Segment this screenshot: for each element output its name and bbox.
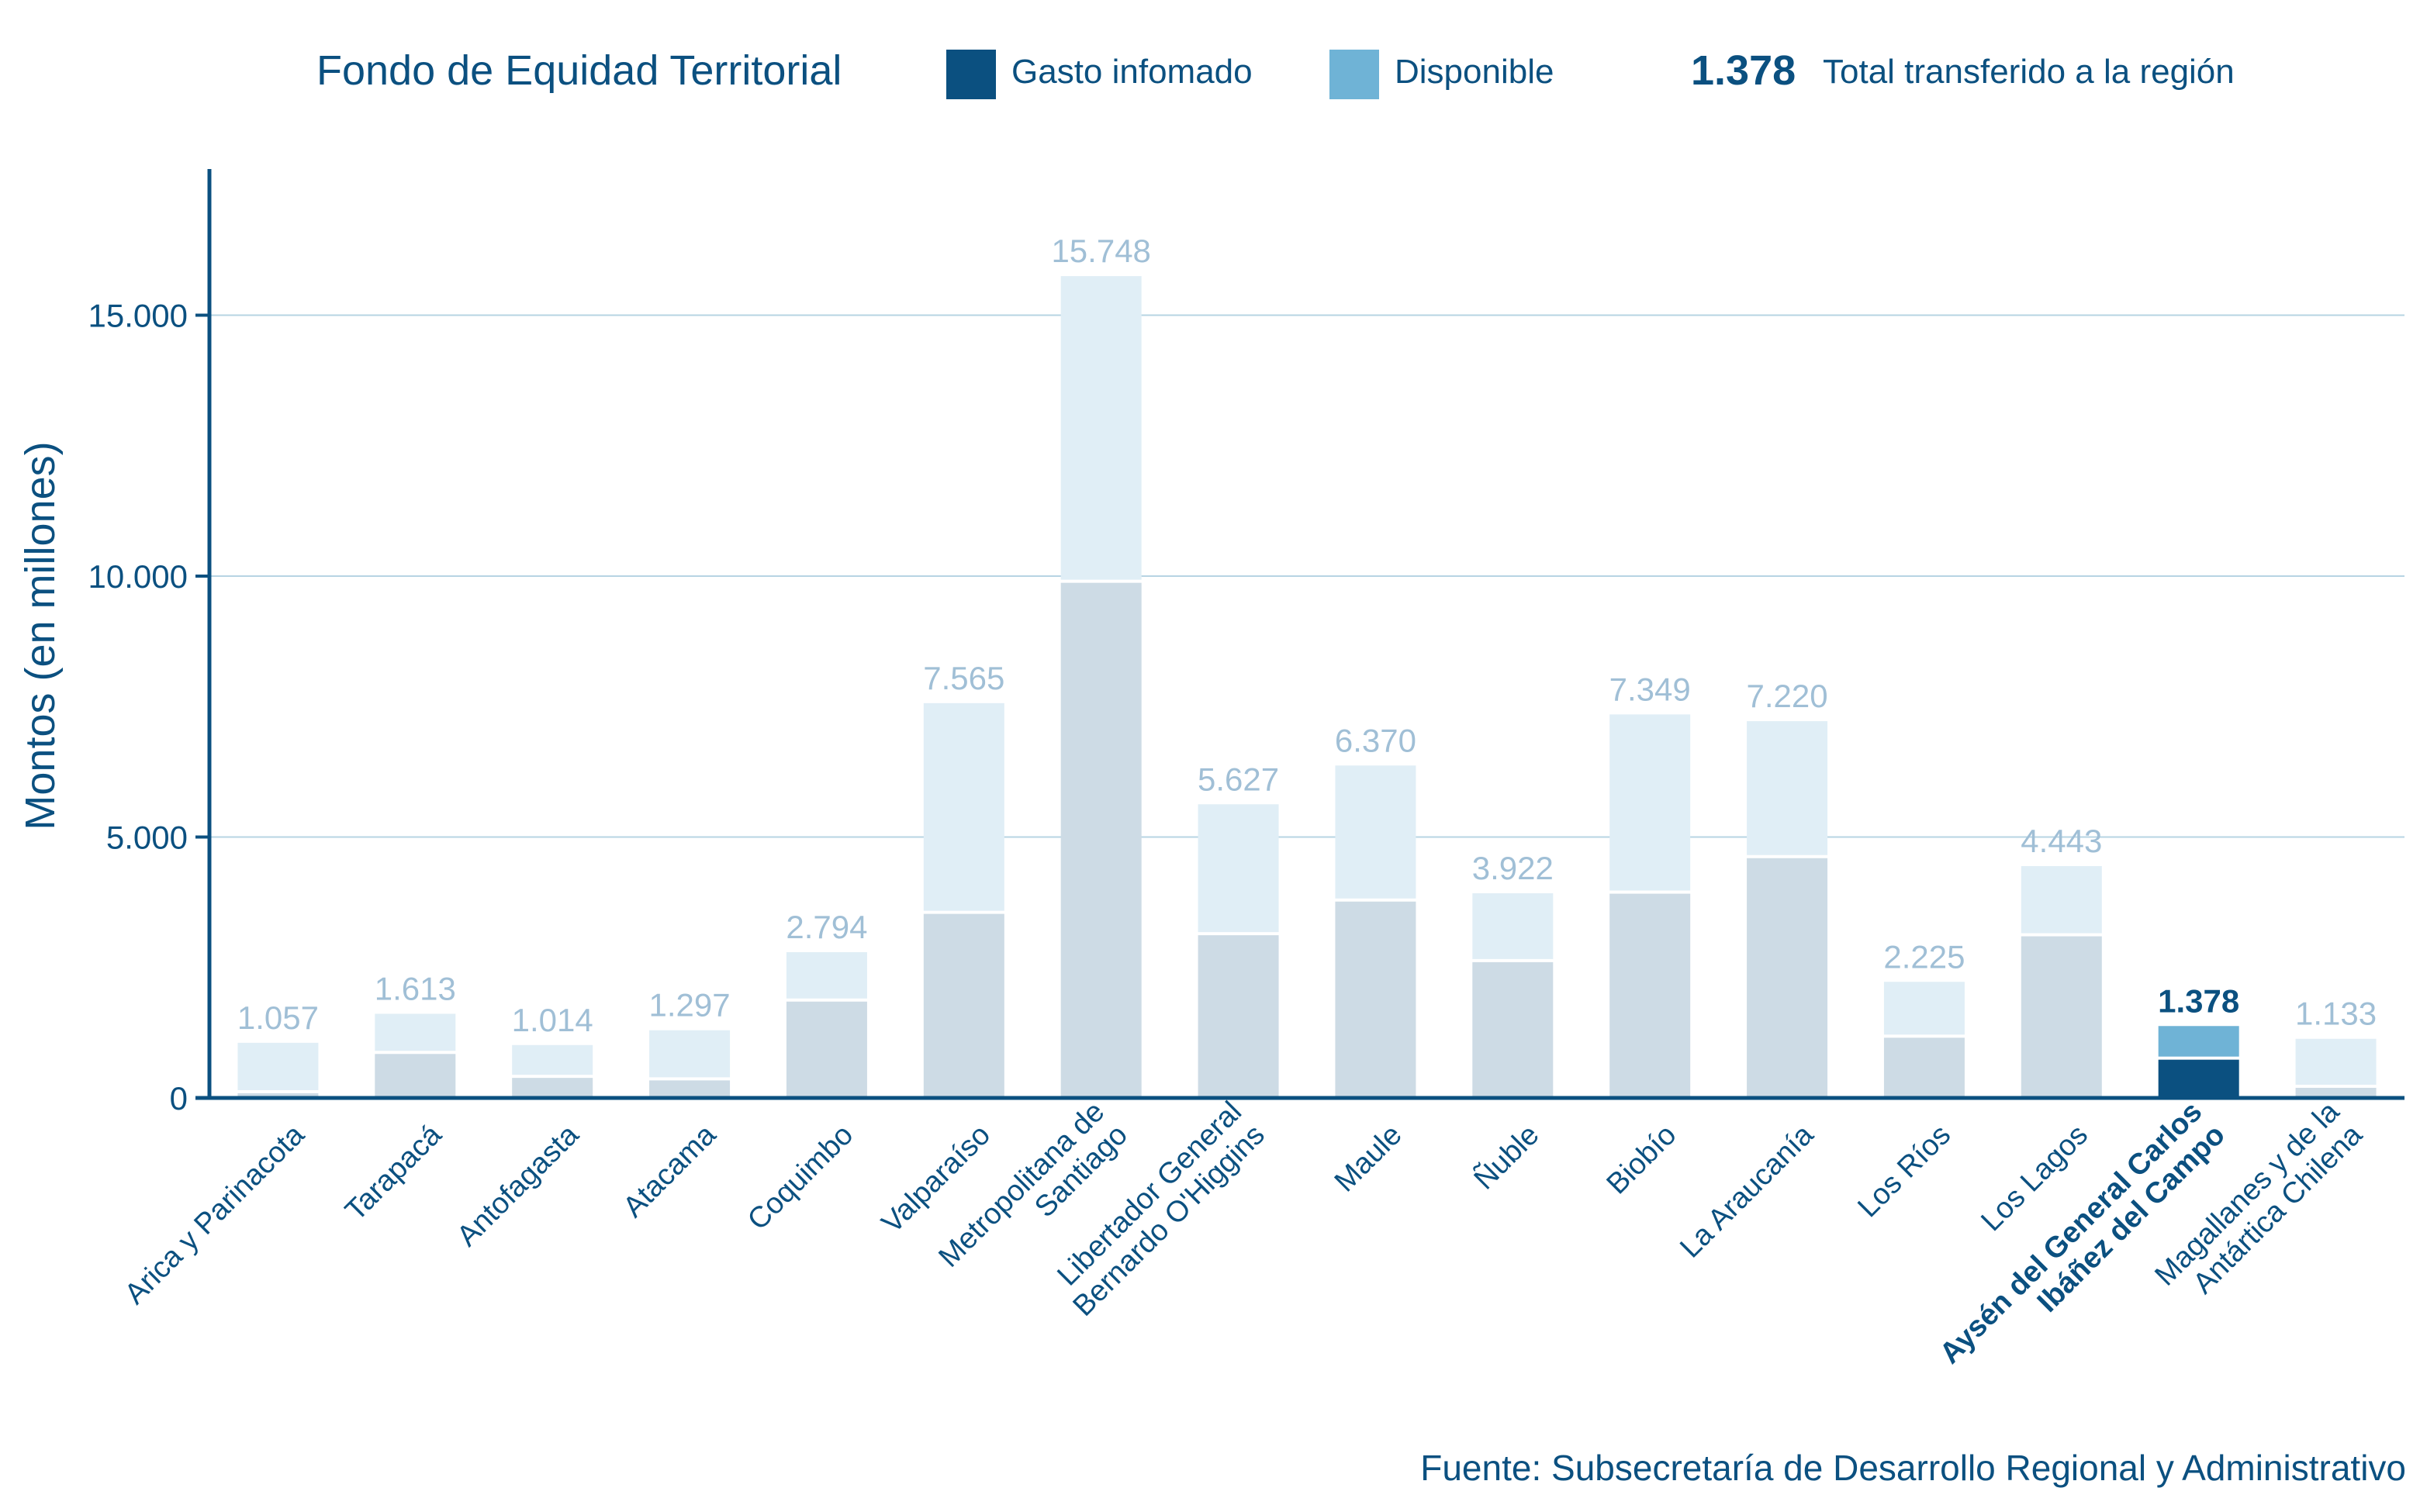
data-label-total: 1.057 bbox=[237, 999, 319, 1036]
data-label-total: 1.613 bbox=[375, 970, 456, 1006]
legend: Fondo de Equidad Territorial Gasto infom… bbox=[0, 40, 2420, 110]
bar-available bbox=[1472, 893, 1554, 959]
bar-available bbox=[786, 951, 867, 999]
y-tick-label: 5.000 bbox=[106, 819, 188, 855]
bar-spent bbox=[1335, 901, 1416, 1098]
x-tick-label: Los Ríos bbox=[1851, 1119, 1957, 1224]
bar-spent bbox=[1747, 858, 1828, 1098]
axes bbox=[195, 169, 2404, 1100]
bar-available bbox=[512, 1044, 593, 1075]
data-label-total: 1.378 bbox=[2158, 982, 2239, 1019]
bars bbox=[237, 276, 2377, 1098]
x-tick-label: Antofagasta bbox=[451, 1118, 586, 1253]
legend-swatch-available bbox=[1329, 50, 1379, 99]
x-tick-label-line: Tarapacá bbox=[339, 1118, 448, 1227]
bar-spent bbox=[2158, 1059, 2239, 1098]
bar-available bbox=[375, 1013, 456, 1051]
x-tick-label: Maule bbox=[1329, 1119, 1409, 1199]
bar-available bbox=[237, 1042, 319, 1090]
data-label-total: 15.748 bbox=[1051, 233, 1150, 269]
source-note: Fuente: Subsecretaría de Desarrollo Regi… bbox=[1420, 1448, 2406, 1488]
data-label-total: 7.565 bbox=[923, 660, 1004, 696]
data-label-total: 2.225 bbox=[1883, 938, 1965, 975]
bar-spent bbox=[2021, 936, 2102, 1098]
y-tick-label: 10.000 bbox=[88, 558, 188, 595]
x-tick-label-line: Biobío bbox=[1601, 1119, 1683, 1201]
bar-spent bbox=[1609, 893, 1691, 1098]
x-tick-label-line: Atacama bbox=[617, 1118, 723, 1224]
y-ticks: 0 5.000 10.000 15.000 bbox=[88, 297, 209, 1117]
chart-title: Fondo de Equidad Territorial bbox=[316, 47, 842, 94]
data-label-total: 6.370 bbox=[1335, 722, 1416, 758]
data-label-total: 4.443 bbox=[2021, 823, 2102, 859]
bar-available bbox=[2021, 865, 2102, 934]
x-tick-label-line: La Araucanía bbox=[1674, 1118, 1820, 1265]
data-label-total: 1.297 bbox=[649, 987, 731, 1024]
bar-available bbox=[2158, 1026, 2239, 1057]
x-tick-label: La Araucanía bbox=[1674, 1118, 1820, 1265]
bar-available bbox=[1060, 276, 1142, 580]
data-label-total: 3.922 bbox=[1472, 850, 1554, 886]
legend-highlight-total-label: Total transferido a la región bbox=[1823, 53, 2235, 91]
bar-available bbox=[1747, 721, 1828, 855]
bar-spent bbox=[923, 913, 1004, 1098]
bar-available bbox=[1883, 982, 1965, 1035]
data-label-total: 7.220 bbox=[1747, 678, 1828, 714]
x-tick-label: Tarapacá bbox=[339, 1118, 448, 1227]
x-tick-label-line: Maule bbox=[1329, 1119, 1409, 1199]
bar-spent bbox=[2295, 1087, 2377, 1098]
bar-spent bbox=[1883, 1037, 1965, 1098]
gridlines bbox=[209, 314, 2404, 838]
bar-spent bbox=[1060, 582, 1142, 1098]
bar-available bbox=[1609, 714, 1691, 891]
data-label-total: 5.627 bbox=[1198, 761, 1279, 797]
data-label-total: 1.014 bbox=[512, 1002, 593, 1038]
x-tick-label-line: Antofagasta bbox=[451, 1118, 586, 1253]
bar-spent bbox=[786, 1001, 867, 1098]
bar-available bbox=[1335, 765, 1416, 899]
legend-swatch-spent bbox=[946, 50, 996, 99]
bar-spent bbox=[237, 1093, 319, 1098]
x-tick-label-line: Coquimbo bbox=[742, 1119, 859, 1237]
x-tick-label: Atacama bbox=[617, 1118, 723, 1224]
legend-label-spent: Gasto infomado bbox=[1011, 53, 1253, 91]
x-tick-label-line: Arica y Parinacota bbox=[119, 1118, 311, 1310]
legend-highlight-total: 1.378 bbox=[1691, 47, 1796, 94]
y-axis-label: Montos (en millones) bbox=[17, 441, 64, 830]
y-tick-label: 15.000 bbox=[88, 297, 188, 333]
data-label-total: 2.794 bbox=[786, 909, 867, 945]
x-tick-label: Ñuble bbox=[1468, 1118, 1546, 1196]
y-tick-label: 0 bbox=[170, 1080, 188, 1117]
bar-available bbox=[923, 702, 1004, 911]
x-tick-label: Arica y Parinacota bbox=[119, 1118, 311, 1310]
bar-spent bbox=[1198, 935, 1279, 1098]
x-tick-label: Biobío bbox=[1601, 1119, 1683, 1201]
data-label-total: 7.349 bbox=[1609, 671, 1691, 707]
x-tick-labels: Arica y Parinacota Tarapacá Antofagasta Ata… bbox=[119, 1095, 2369, 1370]
bar-available bbox=[1198, 804, 1279, 933]
x-tick-label-line: Ñuble bbox=[1468, 1118, 1546, 1196]
bar-spent bbox=[375, 1054, 456, 1098]
legend-label-available: Disponible bbox=[1395, 53, 1554, 91]
x-tick-label: Coquimbo bbox=[742, 1119, 859, 1237]
data-label-total: 1.133 bbox=[2295, 996, 2377, 1032]
bar-spent bbox=[1472, 961, 1554, 1098]
bar-spent bbox=[512, 1078, 593, 1098]
bar-available bbox=[649, 1030, 731, 1078]
data-labels: 1.057 1.613 1.014 1.297 2.794 7.565 15.748 5.62… bbox=[237, 233, 2377, 1038]
x-tick-label-line: Los Ríos bbox=[1851, 1119, 1957, 1224]
bar-spent bbox=[649, 1080, 731, 1098]
bar-available bbox=[2295, 1038, 2377, 1085]
